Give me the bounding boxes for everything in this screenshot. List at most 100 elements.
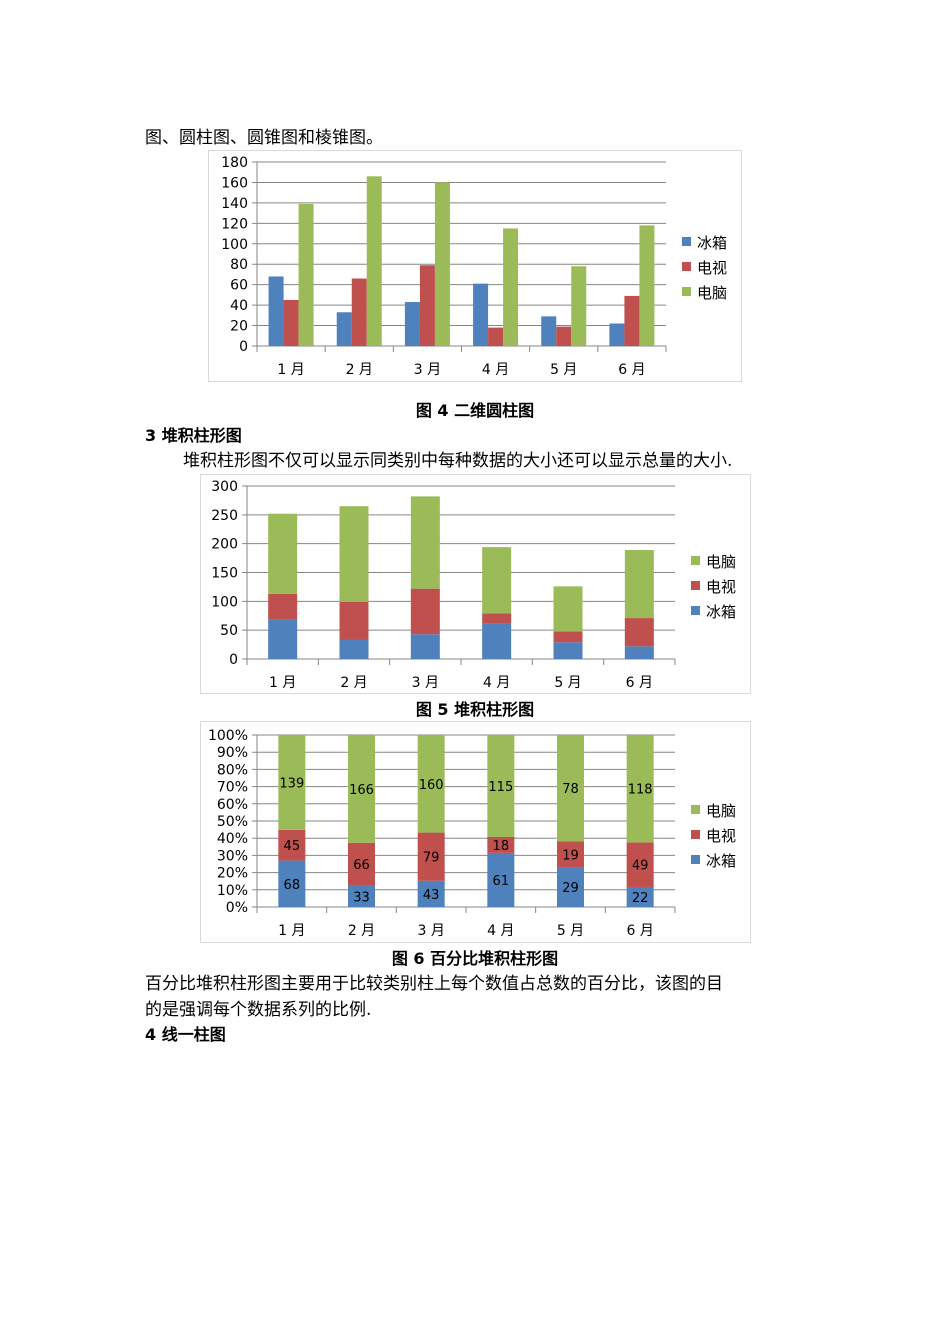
y-tick-label: 0 [229, 652, 238, 668]
bar-segment [339, 506, 369, 602]
bar-segment [417, 880, 445, 907]
bar [366, 176, 382, 346]
section3-heading: 3 堆积柱形图 [145, 426, 242, 445]
chart-frame-fig4: 0 20 40 60 80 100 120 140 160 180 1 月 2 月 3 月 4 月 5 月 6… [208, 150, 742, 382]
legend-swatch [691, 805, 700, 814]
bar-segment [553, 631, 583, 643]
bar-segment [624, 646, 654, 659]
legend-label: 电脑 [706, 553, 736, 571]
bar-segment [557, 735, 584, 842]
percent-paragraph-line1: 百分比堆积柱形图主要用于比较类别柱上每个数值占总数的百分比，该图的目 [145, 974, 723, 994]
data-label: 45 [284, 839, 301, 854]
fig4-caption: 图 4 二维圆柱图 [415, 401, 535, 420]
intro-line: 图、圆柱图、圆锥图和棱锥图。 [145, 128, 383, 148]
data-label: 160 [419, 778, 444, 793]
data-label: 79 [423, 851, 440, 866]
legend-label: 冰箱 [706, 852, 736, 870]
legend-label: 电视 [706, 827, 736, 845]
legend-label: 电脑 [697, 284, 727, 302]
x-tick-label: 2 月 [348, 923, 375, 939]
legend-swatch [682, 237, 691, 246]
bar [298, 203, 314, 346]
x-tick-label: 3 月 [414, 362, 441, 378]
bar-segment [348, 885, 375, 907]
y-tick-label: 100% [208, 728, 248, 744]
data-label: 166 [349, 783, 374, 798]
bar-segment [348, 735, 375, 843]
data-label: 115 [488, 780, 513, 795]
y-tick-label: 60% [217, 797, 248, 813]
y-tick-label: 20 [230, 319, 248, 335]
y-tick-label: 90% [217, 745, 248, 761]
bar [473, 283, 489, 346]
bar [268, 276, 284, 346]
data-label: 78 [562, 782, 579, 797]
legend-swatch [691, 855, 700, 864]
legend-label: 电视 [706, 578, 736, 596]
bar [624, 295, 640, 346]
x-tick-label: 1 月 [269, 675, 296, 691]
y-tick-label: 0% [226, 900, 248, 916]
x-tick-label: 4 月 [487, 923, 514, 939]
bar [336, 312, 352, 346]
bar [541, 316, 557, 346]
legend-swatch [691, 581, 700, 590]
legend-swatch [691, 556, 700, 565]
legend-swatch [691, 606, 700, 615]
y-tick-label: 100 [211, 594, 238, 610]
bar-segment [482, 613, 512, 624]
bar-segment [348, 842, 375, 886]
y-tick-label: 180 [221, 155, 248, 171]
data-label: 49 [632, 859, 649, 874]
bar-segment [482, 623, 512, 659]
data-label: 22 [632, 891, 649, 906]
bar-segment [553, 642, 583, 659]
x-tick-label: 1 月 [278, 923, 305, 939]
bar [639, 225, 655, 346]
percent-paragraph-line2: 的是强调每个数据系列的比例. [145, 1000, 372, 1020]
x-tick-label: 6 月 [626, 675, 653, 691]
y-tick-label: 40 [230, 298, 248, 314]
y-tick-label: 200 [211, 537, 238, 553]
bar-segment [410, 496, 440, 589]
bar-segment [268, 593, 298, 620]
bar-segment [278, 860, 306, 907]
bar-segment [417, 832, 445, 881]
bar-segment [268, 619, 298, 659]
x-tick-label: 4 月 [482, 362, 509, 378]
bar-segment [487, 852, 515, 907]
bar [488, 327, 504, 346]
y-tick-label: 80 [230, 257, 248, 273]
data-label: 33 [353, 890, 370, 905]
x-tick-label: 5 月 [554, 675, 581, 691]
data-label: 18 [493, 839, 510, 854]
x-tick-label: 6 月 [618, 362, 645, 378]
section3-paragraph: 堆积柱形图不仅可以显示同类别中每种数据的大小还可以显示总量的大小. [183, 451, 733, 471]
y-tick-label: 120 [221, 216, 248, 232]
y-tick-label: 40% [217, 831, 248, 847]
bar-segment [626, 842, 654, 887]
data-label: 66 [353, 858, 370, 873]
legend-label: 冰箱 [697, 234, 727, 252]
y-tick-label: 50% [217, 814, 248, 830]
data-label: 68 [284, 878, 301, 893]
bar-segment [278, 829, 306, 861]
section4-heading: 4 线一柱图 [145, 1025, 226, 1044]
bar-segment [626, 886, 654, 907]
y-tick-label: 60 [230, 278, 248, 294]
data-label: 29 [562, 881, 579, 896]
bar-segment [417, 735, 445, 833]
x-tick-label: 2 月 [340, 675, 367, 691]
bar [283, 300, 299, 346]
data-label: 139 [279, 776, 304, 791]
bar-segment [410, 634, 440, 659]
y-tick-label: 100 [221, 237, 248, 253]
data-label: 19 [562, 848, 579, 863]
x-tick-label: 1 月 [277, 362, 304, 378]
bar-segment [410, 588, 440, 635]
bar-segment [487, 735, 515, 837]
y-tick-label: 20% [217, 866, 248, 882]
bar-segment [624, 550, 654, 619]
x-tick-label: 3 月 [412, 675, 439, 691]
bar-segment [626, 735, 654, 843]
